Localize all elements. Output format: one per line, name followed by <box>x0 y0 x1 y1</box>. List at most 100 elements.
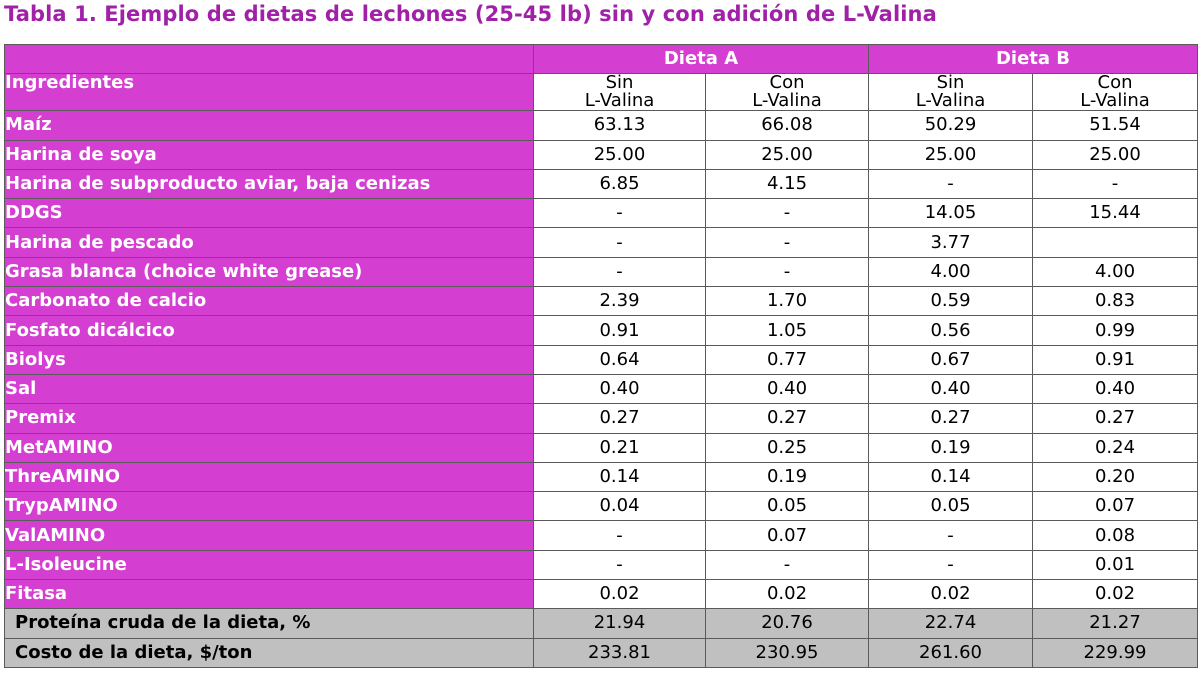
ingredients-header: Ingredientes <box>4 73 534 112</box>
value-cell: 2.39 <box>533 286 706 317</box>
subheader-b-sin: Sin L-Valina <box>868 72 1033 112</box>
value-cell: 0.27 <box>868 403 1033 434</box>
table-row: Carbonato de calcio 2.39 1.70 0.59 0.83 <box>4 286 1198 317</box>
ingredient-label: DDGS <box>4 198 534 229</box>
value-cell: 230.95 <box>705 637 869 668</box>
subheader-a-sin: Sin L-Valina <box>533 72 706 112</box>
value-cell: - <box>705 198 869 229</box>
value-cell: - <box>533 227 706 258</box>
value-cell: 1.05 <box>705 315 869 346</box>
value-cell: 0.02 <box>868 579 1033 610</box>
value-cell: 20.76 <box>705 608 869 639</box>
value-cell: - <box>705 256 869 288</box>
value-cell: 0.07 <box>705 520 869 551</box>
value-cell: - <box>533 520 706 551</box>
value-cell: - <box>868 168 1033 200</box>
value-cell: 0.59 <box>868 286 1033 317</box>
ingredient-label: Harina de soya <box>4 139 534 170</box>
group-header-blank <box>4 43 534 75</box>
value-cell: 0.27 <box>533 403 706 434</box>
value-cell: 25.00 <box>868 139 1033 170</box>
value-cell: 0.02 <box>533 579 706 610</box>
subheader-b-con: Con L-Valina <box>1032 72 1198 112</box>
ingredient-label: ValAMINO <box>4 520 534 551</box>
value-cell: 21.27 <box>1032 608 1198 639</box>
ingredient-label: TrypAMINO <box>4 491 534 522</box>
value-cell: 25.00 <box>533 139 706 170</box>
ingredient-label: ThreAMINO <box>4 461 534 493</box>
value-cell: 21.94 <box>533 608 706 639</box>
ingredient-label: MetAMINO <box>4 432 534 463</box>
value-cell: - <box>1032 168 1198 200</box>
subheader-line1: Sin <box>605 72 634 94</box>
value-cell: 0.19 <box>705 461 869 493</box>
table-row: Biolys 0.64 0.77 0.67 0.91 <box>4 344 1198 375</box>
subheader-line1: Sin <box>936 72 965 94</box>
value-cell: 4.15 <box>705 168 869 200</box>
value-cell: - <box>705 227 869 258</box>
value-cell: 229.99 <box>1032 637 1198 668</box>
value-cell: 0.64 <box>533 344 706 375</box>
value-cell: 25.00 <box>705 139 869 170</box>
value-cell: 0.02 <box>1032 579 1198 610</box>
value-cell: 66.08 <box>705 110 869 141</box>
value-cell: 0.91 <box>1032 344 1198 375</box>
ingredient-label: Harina de pescado <box>4 227 534 258</box>
subheader-line2: L-Valina <box>915 90 986 112</box>
ingredient-label: Grasa blanca (choice white grease) <box>4 256 534 288</box>
summary-row: Proteína cruda de la dieta, % 21.94 20.76 2… <box>4 608 1198 639</box>
value-cell: 233.81 <box>533 637 706 668</box>
value-cell: 0.40 <box>1032 373 1198 405</box>
value-cell: 0.21 <box>533 432 706 463</box>
value-cell: 6.85 <box>533 168 706 200</box>
summary-label: Costo de la dieta, $/ton <box>4 637 534 668</box>
subheader-a-con: Con L-Valina <box>705 72 869 112</box>
value-cell: 14.05 <box>868 198 1033 229</box>
value-cell: - <box>868 520 1033 551</box>
table-row: Harina de soya 25.00 25.00 25.00 25.00 <box>4 139 1198 170</box>
value-cell: 0.83 <box>1032 286 1198 317</box>
value-cell: 0.77 <box>705 344 869 375</box>
value-cell: 22.74 <box>868 608 1033 639</box>
value-cell: 0.67 <box>868 344 1033 375</box>
value-cell: - <box>705 549 869 581</box>
value-cell: 0.99 <box>1032 315 1198 346</box>
ingredient-label: Premix <box>4 403 534 434</box>
value-cell: 0.08 <box>1032 520 1198 551</box>
value-cell: 50.29 <box>868 110 1033 141</box>
value-cell: 15.44 <box>1032 198 1198 229</box>
ingredient-label: Biolys <box>4 344 534 375</box>
table-row: Sal 0.40 0.40 0.40 0.40 <box>4 373 1198 405</box>
summary-row: Costo de la dieta, $/ton 233.81 230.95 261.… <box>4 637 1198 668</box>
table-row: DDGS - -14.05 15.44 <box>4 198 1198 229</box>
value-cell: 0.14 <box>868 461 1033 493</box>
value-cell: 261.60 <box>868 637 1033 668</box>
value-cell: - <box>868 549 1033 581</box>
subheader-line1: Con <box>1097 72 1133 94</box>
ingredient-label: Fosfato dicálcico <box>4 315 534 346</box>
value-cell: 4.00 <box>1032 256 1198 288</box>
ingredient-label: Fitasa <box>4 579 534 610</box>
subheader-line2: L-Valina <box>752 90 822 112</box>
value-cell: 25.00 <box>1032 139 1198 170</box>
table-row: ThreAMINO 0.14 0.19 0.14 0.20 <box>4 461 1198 493</box>
value-cell: 0.04 <box>533 491 706 522</box>
value-cell: 0.02 <box>705 579 869 610</box>
subheader-line1: Con <box>769 72 805 94</box>
ingredient-label: Harina de subproducto aviar, baja ceniza… <box>4 168 534 200</box>
value-cell: 0.05 <box>705 491 869 522</box>
value-cell: 1.70 <box>705 286 869 317</box>
value-cell: 0.91 <box>533 315 706 346</box>
summary-label: Proteína cruda de la dieta, % <box>4 608 534 639</box>
table-row: Harina de subproducto aviar, baja ceniza… <box>4 168 1198 200</box>
subheader-row: Ingredientes Sin L-Valina Con L-Valina Sin… <box>4 72 1198 112</box>
value-cell: - <box>533 198 706 229</box>
value-cell: 0.25 <box>705 432 869 463</box>
table-row: TrypAMINO 0.04 0.05 0.05 0.07 <box>4 491 1198 522</box>
table-row: Maíz 63.13 66.08 50.29 51.54 <box>4 110 1198 141</box>
ingredient-label: Carbonato de calcio <box>4 286 534 317</box>
value-cell: 0.56 <box>868 315 1033 346</box>
subheader-line2: L-Valina <box>1080 90 1150 112</box>
value-cell: 0.14 <box>533 461 706 493</box>
value-cell: 0.27 <box>1032 403 1198 434</box>
